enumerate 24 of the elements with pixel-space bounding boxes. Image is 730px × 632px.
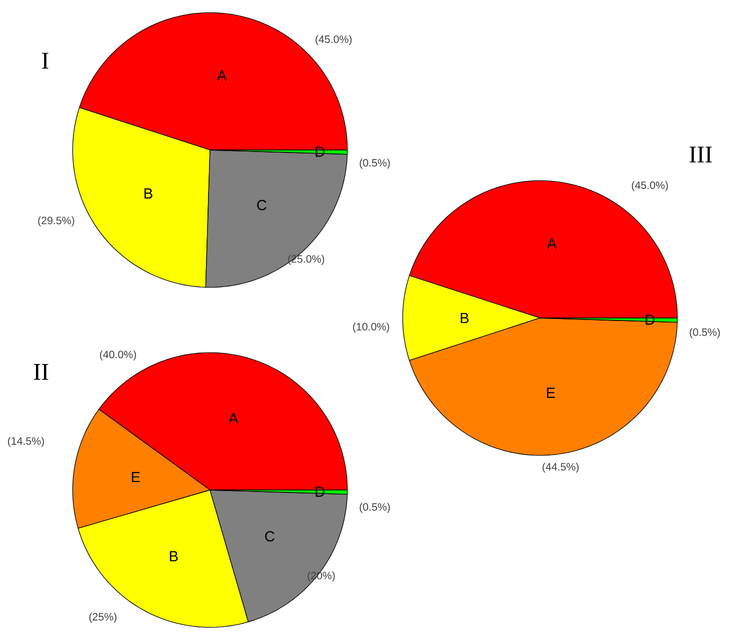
data-label: (25%) — [89, 612, 116, 623]
slice-label: C — [265, 531, 274, 542]
text: I — [42, 52, 48, 69]
data-label: (44.5%) — [542, 462, 579, 473]
data-label: (14.5%) — [8, 436, 44, 447]
slice-label: A — [216, 70, 227, 80]
data-label: (10.0%) — [353, 322, 390, 333]
chart-title: II — [34, 364, 48, 380]
data-label: (40.0%) — [100, 350, 136, 360]
slice-label: B — [144, 188, 152, 198]
slice-label: B — [460, 312, 469, 324]
slice-label: E — [546, 388, 555, 398]
data-label: (0.5%) — [690, 328, 720, 338]
data-label: (29.5%) — [38, 216, 74, 226]
data-label: (0.5%) — [360, 502, 390, 513]
chart-title: III — [690, 146, 712, 162]
slice-label: B — [170, 551, 178, 562]
slice-label: A — [546, 238, 557, 248]
data-label: (0.5%) — [360, 158, 390, 169]
slice-label: C — [257, 200, 266, 210]
slice-label: E — [132, 472, 140, 482]
slice-label: A — [228, 413, 238, 424]
data-label: (45.0%) — [316, 35, 352, 46]
data-label: (45.0%) — [632, 181, 668, 192]
